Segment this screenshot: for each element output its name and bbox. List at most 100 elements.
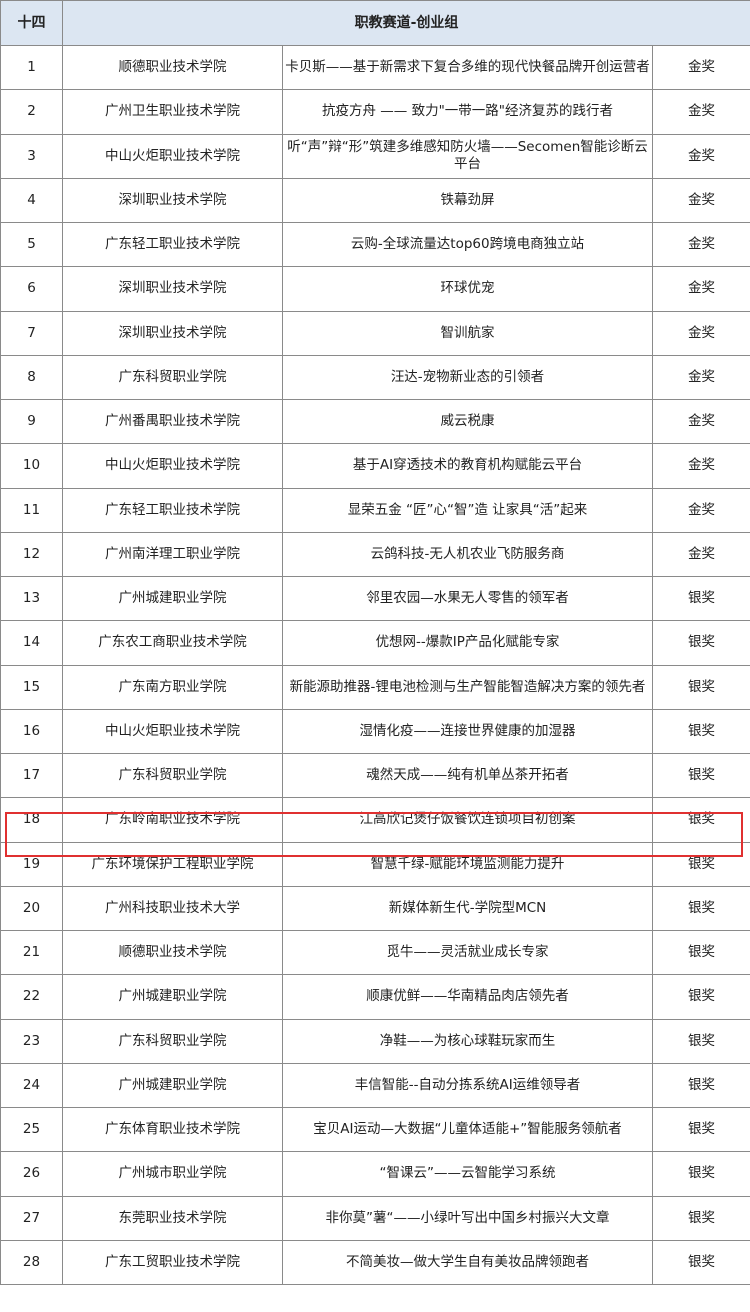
project-name: 丰信智能--自动分拣系统AI运维领导者 xyxy=(282,1062,653,1109)
award-level: 金奖 xyxy=(651,443,750,489)
table-row: 26 广州城市职业学院 “智课云”——云智能学习系统 银奖 xyxy=(0,1151,750,1197)
award-level: 金奖 xyxy=(651,531,750,578)
award-level: 银奖 xyxy=(651,620,750,666)
row-number: 17 xyxy=(0,752,63,799)
award-level: 银奖 xyxy=(651,841,750,887)
project-name: 宝贝AI运动—大数据“儿童体适能+”智能服务领航者 xyxy=(282,1106,653,1153)
row-number: 20 xyxy=(0,885,63,932)
project-name: 抗疫方舟 —— 致力"一带一路"经济复苏的践行者 xyxy=(282,89,653,135)
award-level: 银奖 xyxy=(651,885,750,932)
project-name: 云购-全球流量达top60跨境电商独立站 xyxy=(282,221,653,268)
row-number: 9 xyxy=(0,398,63,445)
table-row: 20 广州科技职业技术大学 新媒体新生代-学院型MCN 银奖 xyxy=(0,885,750,932)
table-row: 15 广东南方职业学院 新能源助推器-锂电池检测与生产智能智造解决方案的领先者 银奖 xyxy=(0,664,750,710)
school-name: 顺德职业技术学院 xyxy=(62,44,283,91)
project-name: 汪达-宠物新业态的引领者 xyxy=(282,354,653,401)
award-level: 银奖 xyxy=(651,708,750,755)
project-name: 智训航家 xyxy=(282,310,653,356)
row-number: 11 xyxy=(0,487,63,533)
award-level: 银奖 xyxy=(651,664,750,710)
project-name: 云鸽科技-无人机农业飞防服务商 xyxy=(282,531,653,578)
row-number: 12 xyxy=(0,531,63,578)
award-level: 银奖 xyxy=(651,1151,750,1197)
table-row: 16 中山火炬职业技术学院 湿情化疫——连接世界健康的加湿器 银奖 xyxy=(0,708,750,755)
row-number: 27 xyxy=(0,1195,63,1241)
school-name: 广东轻工职业技术学院 xyxy=(62,221,283,268)
award-level: 金奖 xyxy=(651,487,750,533)
school-name: 广东农工商职业技术学院 xyxy=(62,620,283,666)
school-name: 广东科贸职业学院 xyxy=(62,1018,283,1064)
project-name: 显荣五金 “匠”心“智”造 让家具“活”起来 xyxy=(282,487,653,533)
table-row: 6 深圳职业技术学院 环球优宠 金奖 xyxy=(0,266,750,312)
project-name: 江高欣记煲仔饭餐饮连锁项目初创案 xyxy=(282,797,653,843)
table-row: 3 中山火炬职业技术学院 听“声”辩“形”筑建多维感知防火墙——Secomen智能诊… xyxy=(0,133,750,179)
school-name: 深圳职业技术学院 xyxy=(62,177,283,224)
row-number: 19 xyxy=(0,841,63,887)
row-number: 2 xyxy=(0,89,63,135)
school-name: 广州城市职业学院 xyxy=(62,1151,283,1197)
school-name: 广州南洋理工职业学院 xyxy=(62,531,283,578)
table-row: 23 广东科贸职业学院 净鞋——为核心球鞋玩家而生 银奖 xyxy=(0,1018,750,1064)
school-name: 广州卫生职业技术学院 xyxy=(62,89,283,135)
award-level: 金奖 xyxy=(651,89,750,135)
row-number: 10 xyxy=(0,443,63,489)
row-number: 23 xyxy=(0,1018,63,1064)
award-level: 银奖 xyxy=(651,575,750,622)
school-name: 广州城建职业学院 xyxy=(62,1062,283,1109)
project-name: 基于AI穿透技术的教育机构赋能云平台 xyxy=(282,443,653,489)
project-name: 威云税康 xyxy=(282,398,653,445)
row-number: 7 xyxy=(0,310,63,356)
award-level: 银奖 xyxy=(651,752,750,799)
award-level: 银奖 xyxy=(651,1239,750,1286)
award-level: 金奖 xyxy=(651,266,750,312)
table-row: 24 广州城建职业学院 丰信智能--自动分拣系统AI运维领导者 银奖 xyxy=(0,1062,750,1109)
award-level: 银奖 xyxy=(651,1195,750,1241)
school-name: 中山火炬职业技术学院 xyxy=(62,708,283,755)
project-name: 不简美妆—做大学生自有美妆品牌领跑者 xyxy=(282,1239,653,1286)
table-row: 4 深圳职业技术学院 铁幕劲屏 金奖 xyxy=(0,177,750,224)
project-name: 卡贝斯——基于新需求下复合多维的现代快餐品牌开创运营者 xyxy=(282,44,653,91)
project-name: 环球优宠 xyxy=(282,266,653,312)
row-number: 5 xyxy=(0,221,63,268)
school-name: 广东环境保护工程职业学院 xyxy=(62,841,283,887)
table-row: 10 中山火炬职业技术学院 基于AI穿透技术的教育机构赋能云平台 金奖 xyxy=(0,443,750,489)
award-level: 金奖 xyxy=(651,398,750,445)
project-name: 智慧千绿-赋能环境监测能力提升 xyxy=(282,841,653,887)
row-number: 6 xyxy=(0,266,63,312)
school-name: 广东体育职业技术学院 xyxy=(62,1106,283,1153)
project-name: “智课云”——云智能学习系统 xyxy=(282,1151,653,1197)
row-number: 21 xyxy=(0,929,63,976)
table-row: 2 广州卫生职业技术学院 抗疫方舟 —— 致力"一带一路"经济复苏的践行者 金奖 xyxy=(0,89,750,135)
project-name: 觅牛——灵活就业成长专家 xyxy=(282,929,653,976)
award-level: 金奖 xyxy=(651,354,750,401)
project-name: 新能源助推器-锂电池检测与生产智能智造解决方案的领先者 xyxy=(282,664,653,710)
award-level: 银奖 xyxy=(651,974,750,1020)
award-level: 金奖 xyxy=(651,177,750,224)
school-name: 广东科贸职业学院 xyxy=(62,354,283,401)
award-level: 金奖 xyxy=(651,310,750,356)
school-name: 深圳职业技术学院 xyxy=(62,310,283,356)
award-level: 银奖 xyxy=(651,1106,750,1153)
table-row: 21 顺德职业技术学院 觅牛——灵活就业成长专家 银奖 xyxy=(0,929,750,976)
table-row: 25 广东体育职业技术学院 宝贝AI运动—大数据“儿童体适能+”智能服务领航者 银奖 xyxy=(0,1106,750,1153)
school-name: 广东科贸职业学院 xyxy=(62,752,283,799)
project-name: 净鞋——为核心球鞋玩家而生 xyxy=(282,1018,653,1064)
school-name: 广东工贸职业技术学院 xyxy=(62,1239,283,1286)
table-header-row: 十四 职教赛道-创业组 xyxy=(0,0,750,46)
project-name: 湿情化疫——连接世界健康的加湿器 xyxy=(282,708,653,755)
project-name: 魂然天成——纯有机单丛茶开拓者 xyxy=(282,752,653,799)
row-number: 22 xyxy=(0,974,63,1020)
row-number: 18 xyxy=(0,797,63,843)
award-level: 金奖 xyxy=(651,133,750,179)
row-number: 28 xyxy=(0,1239,63,1286)
project-name: 听“声”辩“形”筑建多维感知防火墙——Secomen智能诊断云平台 xyxy=(282,133,653,179)
school-name: 中山火炬职业技术学院 xyxy=(62,133,283,179)
row-number: 13 xyxy=(0,575,63,622)
row-number: 4 xyxy=(0,177,63,224)
row-number: 3 xyxy=(0,133,63,179)
award-level: 金奖 xyxy=(651,221,750,268)
row-number: 25 xyxy=(0,1106,63,1153)
row-number: 1 xyxy=(0,44,63,91)
table-row: 8 广东科贸职业学院 汪达-宠物新业态的引领者 金奖 xyxy=(0,354,750,401)
